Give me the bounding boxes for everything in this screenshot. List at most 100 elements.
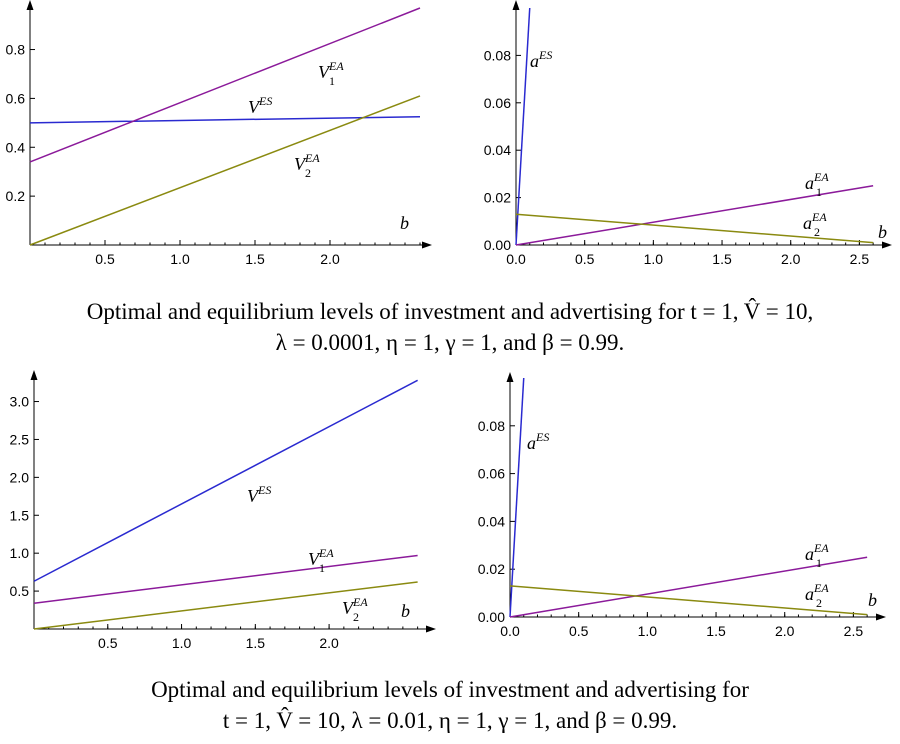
series-label-subscript: 1 <box>329 74 335 88</box>
x-axis-arrow <box>882 241 892 249</box>
caption-bottom-line1: Optimal and equilibrium levels of invest… <box>151 677 749 702</box>
x-axis-arrow <box>876 613 886 621</box>
x-tick-label: 0.5 <box>95 251 115 267</box>
series-line-V2-ea <box>33 581 418 630</box>
y-tick-label: 0.5 <box>10 583 30 599</box>
x-tick-label: 2.0 <box>320 251 340 267</box>
x-tick-label: 1.0 <box>172 635 192 651</box>
y-tick-label: 0.04 <box>478 513 505 529</box>
series-label-superscript: ES <box>257 483 271 497</box>
series-label-name: V <box>342 598 355 618</box>
x-tick-label: 1.0 <box>644 251 664 267</box>
caption-top: Optimal and equilibrium levels of invest… <box>0 296 900 358</box>
series-label: aEA 2 <box>805 581 829 610</box>
series-label: VEA 1 <box>318 59 344 88</box>
x-tick-label: 0.5 <box>98 635 118 651</box>
x-tick-label: 0.0 <box>500 623 520 639</box>
x-tick-label: 2.0 <box>781 251 801 267</box>
series-line-V2-ea <box>29 95 421 246</box>
series-line-V1-ea <box>33 554 418 604</box>
x-axis-label: b <box>400 213 409 233</box>
series-label-name: a <box>530 51 539 71</box>
y-axis-arrow <box>512 0 520 10</box>
chart-4: 0.0 0.5 1.0 1.5 2.0 2.50.000.020.040.060.08aE… <box>478 372 886 639</box>
series-label-name: V <box>248 97 261 117</box>
series-label-subscript: 2 <box>353 610 359 624</box>
x-tick-label: 2.5 <box>844 623 864 639</box>
series-label-superscript: EA <box>813 541 829 555</box>
y-tick-label: 0.4 <box>6 139 26 155</box>
series-label-superscript: EA <box>813 170 829 184</box>
caption-bottom-line2: t = 1, V̂ = 10, λ = 0.01, η = 1, γ = 1, … <box>222 708 678 733</box>
series-line-a2-ea <box>515 213 874 244</box>
caption-top-line2: λ = 0.0001, η = 1, γ = 1, and β = 0.99. <box>275 330 625 355</box>
series-label-name: V <box>308 549 321 569</box>
series-line-a2-ea <box>509 585 868 616</box>
series-label-subscript: 2 <box>814 225 820 239</box>
y-tick-label: 1.5 <box>10 507 30 523</box>
x-tick-label: 1.0 <box>638 623 658 639</box>
x-tick-label: 2.5 <box>850 251 870 267</box>
y-tick-label: 0.02 <box>478 561 505 577</box>
y-axis-arrow <box>30 370 38 380</box>
series-label-name: V <box>294 154 307 174</box>
y-tick-label: 0.06 <box>484 95 511 111</box>
x-tick-label: 1.5 <box>246 635 266 651</box>
series-label-subscript: 1 <box>319 561 325 575</box>
x-axis-arrow <box>426 625 436 633</box>
y-axis-arrow <box>26 0 34 10</box>
series-label-superscript: ES <box>258 94 272 108</box>
series-label-name: a <box>805 173 814 193</box>
series-label: VEA 1 <box>308 546 334 575</box>
y-tick-label: 2.5 <box>10 431 30 447</box>
series-label-subscript: 2 <box>305 166 311 180</box>
series-label-name: a <box>803 213 812 233</box>
series-line-V-es <box>29 115 421 124</box>
series-label-superscript: ES <box>535 430 549 444</box>
y-tick-label: 0.08 <box>478 418 505 434</box>
y-axis-arrow <box>506 372 514 382</box>
x-tick-label: 0.5 <box>569 623 589 639</box>
series-label: aEA 1 <box>805 541 829 570</box>
series-label: VES <box>248 94 272 117</box>
series-label-superscript: EA <box>318 546 334 560</box>
series-label-superscript: EA <box>304 151 320 165</box>
x-axis-label: b <box>401 601 410 621</box>
series-label: aEA 2 <box>803 210 827 239</box>
x-tick-label: 1.5 <box>712 251 732 267</box>
x-tick-label: 2.0 <box>319 635 339 651</box>
series-label: aES <box>530 48 552 71</box>
y-tick-label: 3.0 <box>10 394 30 410</box>
x-tick-label: 1.0 <box>170 251 190 267</box>
x-axis-label: b <box>878 222 887 242</box>
series-line-a1-ea <box>515 185 874 246</box>
series-label-subscript: 2 <box>816 596 822 610</box>
series-label: aES <box>527 430 549 453</box>
x-tick-label: 2.0 <box>775 623 795 639</box>
y-tick-label: 0.00 <box>484 237 511 253</box>
x-axis-arrow <box>422 241 432 249</box>
x-tick-label: 1.5 <box>245 251 265 267</box>
series-label-name: a <box>805 584 814 604</box>
series-label-name: V <box>318 62 331 82</box>
series-label-name: a <box>527 433 536 453</box>
series-label: VES <box>247 483 271 506</box>
series-line-a1-ea <box>509 556 868 618</box>
x-axis-label: b <box>868 590 877 610</box>
y-tick-label: 0.8 <box>6 42 26 58</box>
series-label-subscript: 1 <box>816 185 822 199</box>
y-tick-label: 0.6 <box>6 90 26 106</box>
series-line-V-es <box>33 379 418 582</box>
y-tick-label: 0.04 <box>484 142 511 158</box>
caption-bottom: Optimal and equilibrium levels of invest… <box>0 674 900 736</box>
series-label-superscript: EA <box>813 581 829 595</box>
series-label: VEA 2 <box>294 151 320 180</box>
series-label-subscript: 1 <box>816 556 822 570</box>
series-line-a-es <box>509 377 525 618</box>
x-tick-label: 0.5 <box>575 251 595 267</box>
caption-top-line1: Optimal and equilibrium levels of invest… <box>86 299 814 324</box>
series-label-superscript: EA <box>352 595 368 609</box>
y-tick-label: 1.0 <box>10 545 30 561</box>
